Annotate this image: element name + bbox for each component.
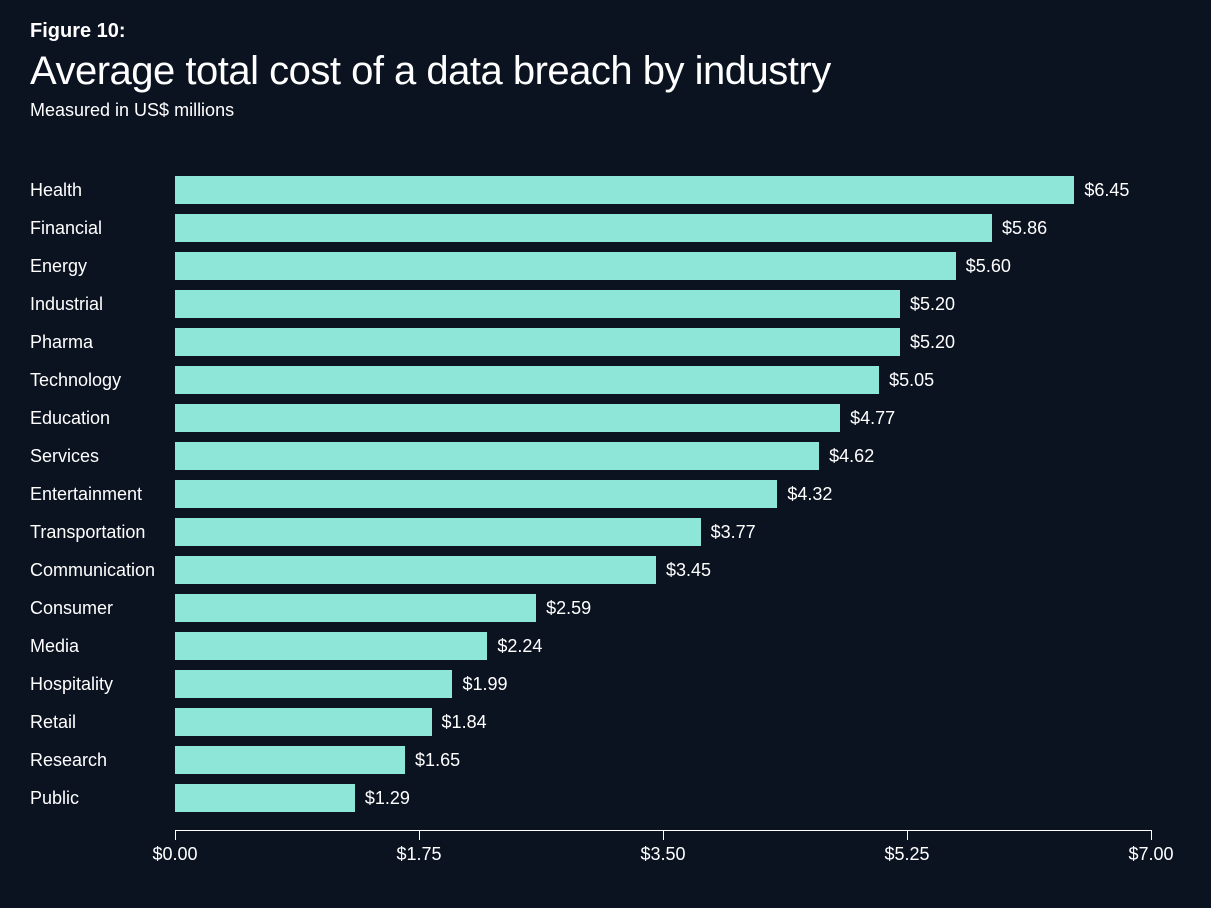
bar-label: Media: [30, 636, 170, 657]
bar-fill: [175, 556, 656, 584]
x-tick-mark: [907, 830, 908, 840]
x-tick: $7.00: [1151, 830, 1152, 840]
bar-value: $4.77: [850, 408, 895, 429]
bar-fill: [175, 290, 900, 318]
bar-row: Hospitality$1.99: [175, 670, 1151, 698]
bar-fill: [175, 442, 819, 470]
bar-label: Energy: [30, 256, 170, 277]
x-tick: $0.00: [175, 830, 176, 840]
x-tick-mark: [419, 830, 420, 840]
bar-fill: [175, 214, 992, 242]
bar-label: Transportation: [30, 522, 170, 543]
bar-label: Retail: [30, 712, 170, 733]
bar-row: Entertainment$4.32: [175, 480, 1151, 508]
x-tick-label: $0.00: [152, 844, 197, 865]
bar-row: Financial$5.86: [175, 214, 1151, 242]
bar-value: $2.24: [497, 636, 542, 657]
bar-row: Energy$5.60: [175, 252, 1151, 280]
bar-fill: [175, 594, 536, 622]
bar-row: Industrial$5.20: [175, 290, 1151, 318]
bar-row: Public$1.29: [175, 784, 1151, 812]
x-tick-label: $1.75: [396, 844, 441, 865]
bar-row: Consumer$2.59: [175, 594, 1151, 622]
bar-value: $1.99: [462, 674, 507, 695]
x-tick-mark: [175, 830, 176, 840]
figure-label: Figure 10:: [30, 20, 1181, 43]
bar-fill: [175, 366, 879, 394]
x-tick-mark: [663, 830, 664, 840]
bar-label: Research: [30, 750, 170, 771]
bar-label: Entertainment: [30, 484, 170, 505]
bar-value: $3.45: [666, 560, 711, 581]
bar-row: Health$6.45: [175, 176, 1151, 204]
x-tick: $3.50: [663, 830, 664, 840]
bar-value: $5.60: [966, 256, 1011, 277]
bar-value: $6.45: [1084, 180, 1129, 201]
bar-value: $3.77: [711, 522, 756, 543]
chart-area: Health$6.45 Financial$5.86 Energy$5.60 Indu…: [175, 176, 1151, 870]
bar-fill: [175, 632, 487, 660]
bar-label: Hospitality: [30, 674, 170, 695]
bar-label: Pharma: [30, 332, 170, 353]
bar-fill: [175, 708, 432, 736]
bar-value: $5.86: [1002, 218, 1047, 239]
x-tick-mark: [1151, 830, 1152, 840]
bar-label: Consumer: [30, 598, 170, 619]
x-tick: $5.25: [907, 830, 908, 840]
bar-fill: [175, 404, 840, 432]
x-axis: $0.00 $1.75 $3.50 $5.25 $7.00: [175, 830, 1151, 870]
bar-fill: [175, 328, 900, 356]
bar-value: $5.05: [889, 370, 934, 391]
chart-title: Average total cost of a data breach by i…: [30, 49, 1181, 94]
bar-value: $5.20: [910, 294, 955, 315]
bar-row: Pharma$5.20: [175, 328, 1151, 356]
bar-value: $1.29: [365, 788, 410, 809]
bar-label: Technology: [30, 370, 170, 391]
bar-value: $5.20: [910, 332, 955, 353]
bar-value: $2.59: [546, 598, 591, 619]
bar-row: Services$4.62: [175, 442, 1151, 470]
chart-subtitle: Measured in US$ millions: [30, 100, 1181, 121]
bars-container: Health$6.45 Financial$5.86 Energy$5.60 Indu…: [175, 176, 1151, 812]
x-tick: $1.75: [419, 830, 420, 840]
bar-label: Industrial: [30, 294, 170, 315]
x-tick-label: $7.00: [1128, 844, 1173, 865]
bar-row: Communication$3.45: [175, 556, 1151, 584]
bar-row: Transportation$3.77: [175, 518, 1151, 546]
x-tick-label: $3.50: [640, 844, 685, 865]
x-tick-label: $5.25: [884, 844, 929, 865]
bar-label: Health: [30, 180, 170, 201]
bar-fill: [175, 252, 956, 280]
bar-row: Retail$1.84: [175, 708, 1151, 736]
bar-fill: [175, 176, 1074, 204]
bar-label: Public: [30, 788, 170, 809]
bar-fill: [175, 746, 405, 774]
bar-row: Media$2.24: [175, 632, 1151, 660]
bar-label: Communication: [30, 560, 170, 581]
bar-fill: [175, 784, 355, 812]
bar-value: $4.62: [829, 446, 874, 467]
bar-value: $1.65: [415, 750, 460, 771]
bar-row: Education$4.77: [175, 404, 1151, 432]
bar-label: Financial: [30, 218, 170, 239]
bar-fill: [175, 518, 701, 546]
bar-row: Research$1.65: [175, 746, 1151, 774]
bar-label: Services: [30, 446, 170, 467]
bar-value: $1.84: [442, 712, 487, 733]
bar-fill: [175, 670, 452, 698]
bar-value: $4.32: [787, 484, 832, 505]
bar-row: Technology$5.05: [175, 366, 1151, 394]
bar-fill: [175, 480, 777, 508]
bar-label: Education: [30, 408, 170, 429]
